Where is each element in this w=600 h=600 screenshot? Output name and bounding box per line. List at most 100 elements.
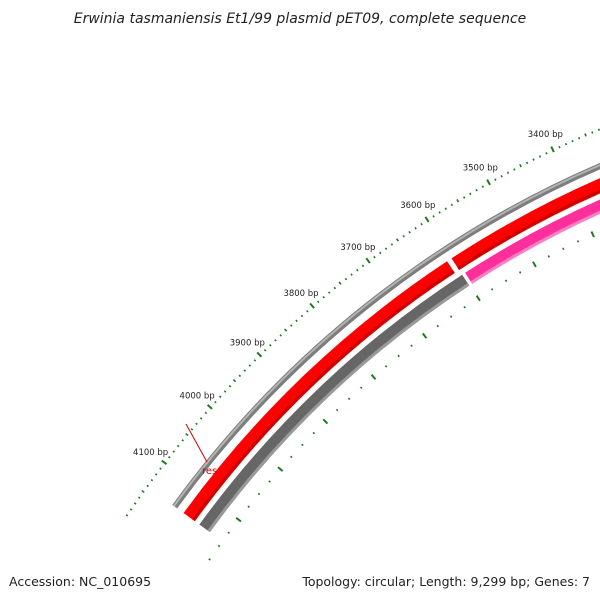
inner-minor-tick xyxy=(547,255,550,258)
inner-minor-tick xyxy=(463,305,466,309)
minor-tick xyxy=(450,203,454,207)
gene-pink xyxy=(465,199,600,284)
major-tick xyxy=(486,179,491,186)
minor-tick xyxy=(172,450,176,453)
inner-minor-tick xyxy=(562,247,565,251)
inner-major-tick xyxy=(475,295,481,302)
minor-tick xyxy=(300,314,304,318)
major-tick xyxy=(550,146,555,153)
major-tick xyxy=(309,302,315,309)
gene-pink-shade xyxy=(470,210,600,284)
minor-tick xyxy=(279,334,282,337)
feature-tracks xyxy=(172,162,600,533)
minor-tick xyxy=(571,139,574,143)
inner-major-tick xyxy=(590,231,595,238)
minor-tick xyxy=(204,411,208,415)
minor-tick xyxy=(269,344,272,347)
minor-tick xyxy=(306,309,309,313)
minor-tick xyxy=(133,502,137,505)
inner-minor-tick xyxy=(335,408,339,412)
gene-red-upper-shade xyxy=(457,189,600,270)
tick-label: 4100 bp xyxy=(133,448,168,458)
minor-tick xyxy=(214,400,217,404)
inner-minor-tick xyxy=(397,354,400,358)
tick-labels: 3400 bp 3500 bp 3600 bp 3700 bp 3800 bp 3900 … xyxy=(133,130,563,458)
inner-major-tick xyxy=(322,418,329,425)
minor-tick xyxy=(327,291,331,294)
minor-tick xyxy=(545,152,548,155)
minor-tick xyxy=(408,230,411,234)
minor-tick xyxy=(414,226,417,230)
inner-major-tick xyxy=(277,466,284,472)
inner-minor-tick xyxy=(518,271,522,274)
tick-label: 3500 bp xyxy=(463,163,498,173)
minor-tick xyxy=(373,255,376,259)
minor-tick xyxy=(141,489,145,494)
minor-tick xyxy=(129,508,133,511)
inner-minor-tick xyxy=(217,544,221,548)
minor-tick xyxy=(150,478,154,482)
minor-tick xyxy=(344,277,348,281)
inner-tick-marks xyxy=(208,231,595,561)
accession-text: Accession: NC_010695 xyxy=(9,574,151,589)
tick-label: 3400 bp xyxy=(528,130,563,140)
minor-tick xyxy=(185,432,189,437)
minor-tick xyxy=(584,133,587,137)
minor-tick xyxy=(390,243,394,246)
inner-minor-tick xyxy=(257,492,261,496)
minor-tick xyxy=(456,199,460,203)
minor-tick xyxy=(253,359,257,362)
minor-tick xyxy=(519,163,522,168)
minor-tick xyxy=(494,178,497,181)
inner-minor-tick xyxy=(347,397,351,401)
minor-tick xyxy=(176,444,180,448)
minor-tick xyxy=(532,158,535,161)
minor-tick xyxy=(469,192,472,196)
minor-tick xyxy=(500,174,503,178)
minor-tick xyxy=(350,273,353,276)
inner-minor-tick xyxy=(359,386,363,390)
tick-label: 4000 bp xyxy=(180,392,215,402)
backbone-ring-highlight xyxy=(173,164,600,507)
major-tick xyxy=(256,351,263,358)
outer-tick-marks xyxy=(125,128,600,517)
minor-tick xyxy=(395,238,400,242)
minor-tick xyxy=(146,484,149,488)
minor-tick xyxy=(248,364,252,367)
minor-tick xyxy=(420,222,423,226)
inner-major-tick xyxy=(370,374,377,380)
minor-tick xyxy=(289,324,293,327)
inner-minor-tick xyxy=(436,324,440,328)
minor-tick xyxy=(138,496,141,499)
inner-minor-tick xyxy=(384,365,388,368)
tick-label: 3700 bp xyxy=(340,243,375,253)
minor-tick xyxy=(597,128,600,132)
minor-tick xyxy=(513,168,516,171)
inner-minor-tick xyxy=(247,505,250,509)
minor-tick xyxy=(159,467,162,470)
inner-minor-tick xyxy=(301,443,304,447)
minor-tick xyxy=(525,161,529,165)
minor-tick xyxy=(218,395,222,399)
minor-tick xyxy=(338,281,342,285)
gene-red-upper xyxy=(451,178,600,271)
minor-tick xyxy=(361,264,365,268)
major-tick xyxy=(365,257,371,264)
minor-tick xyxy=(444,207,447,210)
minor-tick xyxy=(190,428,194,431)
map-title: Erwinia tasmaniensis Et1/99 plasmid pET0… xyxy=(74,11,527,27)
tick-label: 3900 bp xyxy=(230,339,265,349)
inner-minor-tick xyxy=(227,531,230,534)
minor-tick xyxy=(322,295,325,299)
minor-tick xyxy=(475,188,478,192)
minor-tick xyxy=(356,268,359,272)
minor-tick xyxy=(591,131,594,134)
minor-tick xyxy=(333,286,337,290)
inner-minor-tick xyxy=(268,480,271,483)
minor-tick xyxy=(125,514,129,517)
minor-tick xyxy=(558,145,561,149)
minor-tick xyxy=(232,379,237,383)
minor-tick xyxy=(263,349,267,352)
inner-minor-tick xyxy=(490,288,494,291)
